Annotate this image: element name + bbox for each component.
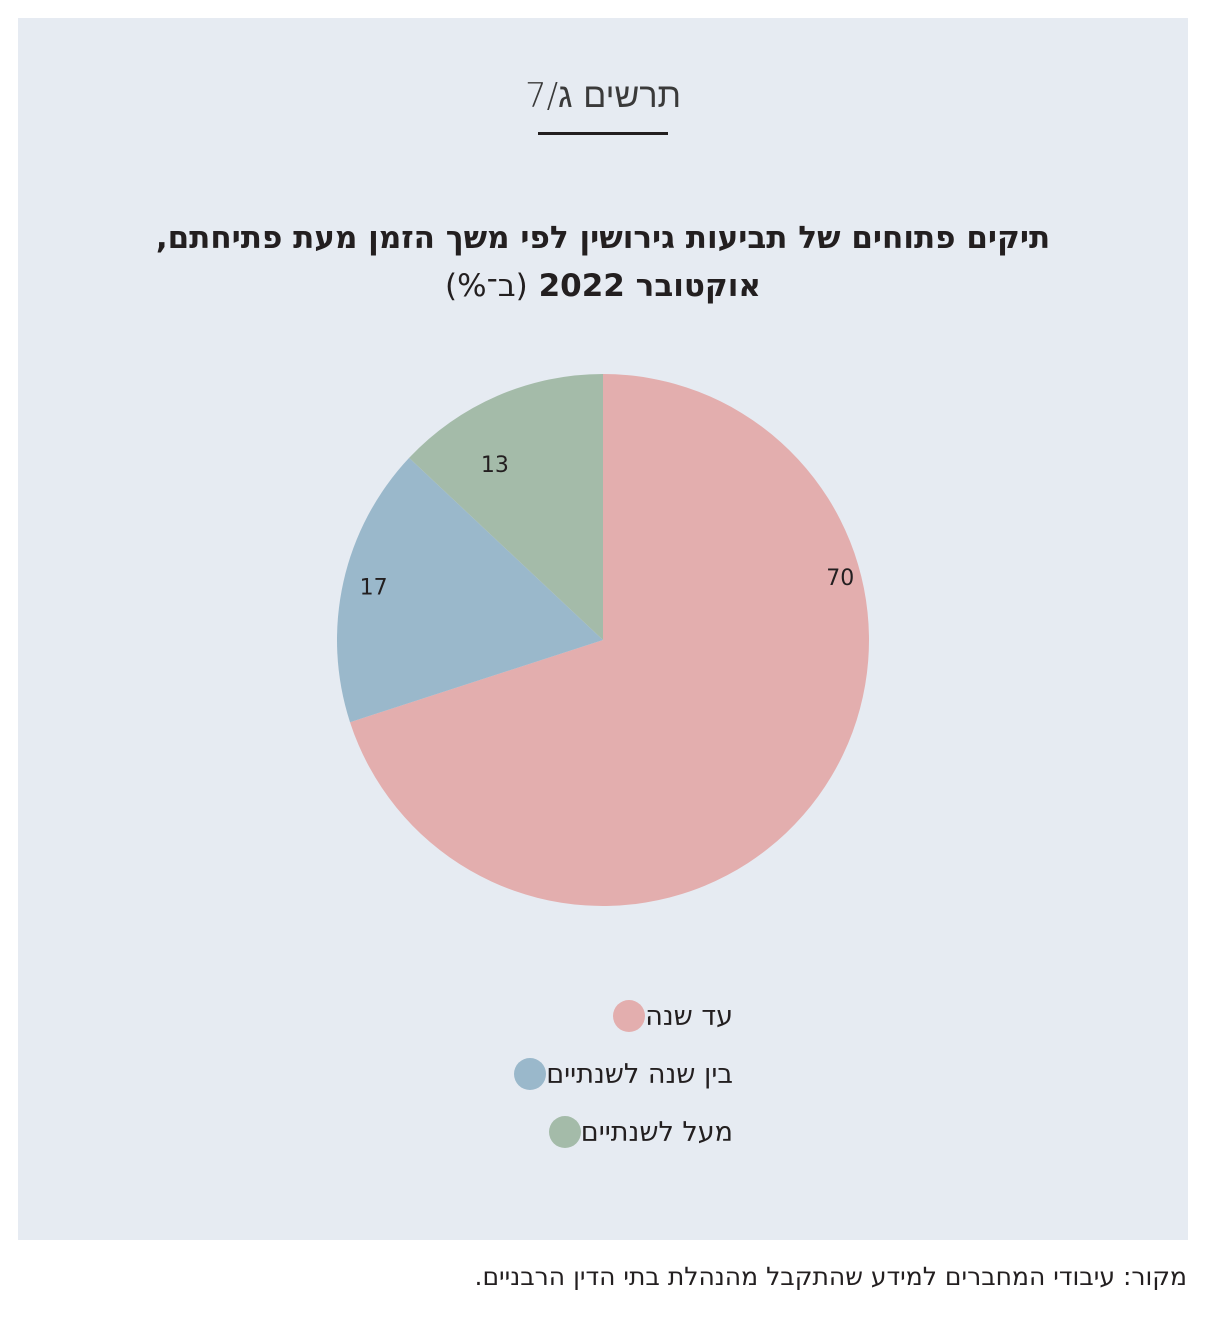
chart-title-unit: (ב־%): [445, 268, 528, 304]
legend-swatch-over-two-years: [548, 1116, 581, 1148]
legend-item-up-to-year: עד שנה: [601, 996, 733, 1036]
pie-data-labels: 70 17 13: [360, 453, 855, 601]
legend-swatch-one-to-two-years: [514, 1058, 547, 1090]
figure-panel: תרשים ג/7 תיקים פתוחים של תביעות גירושין…: [18, 18, 1188, 1240]
pie-chart: 70 17 13: [336, 374, 870, 906]
legend-label-one-to-two-years: בין שנה לשנתיים: [546, 1058, 733, 1090]
chart-title-line-2: אוקטובר 2022 (ב־%): [58, 262, 1148, 310]
source-note: מקור: עיבודי המחברים למידע שהתקבל מהנהלת…: [474, 1262, 1188, 1291]
chart-title: תיקים פתוחים של תביעות גירושין לפי משך ה…: [58, 214, 1148, 310]
pie-slice-over-two-years: [409, 374, 603, 640]
title-divider: [538, 132, 668, 135]
legend-label-over-two-years: מעל לשנתיים: [580, 1116, 733, 1148]
pie-slice-up-to-year: [350, 374, 870, 906]
legend-item-one-to-two-years: בין שנה לשנתיים: [502, 1054, 733, 1094]
legend-label-up-to-year: עד שנה: [645, 1000, 733, 1032]
data-label-over-two-years: 13: [481, 453, 509, 478]
legend-item-over-two-years: מעל לשנתיים: [537, 1112, 733, 1152]
chart-title-date: אוקטובר 2022: [538, 268, 761, 304]
chart-title-line-1: תיקים פתוחים של תביעות גירושין לפי משך ה…: [155, 220, 1051, 256]
pie-slices: [336, 374, 870, 906]
figure-label: תרשים ג/7: [525, 76, 681, 116]
data-label-one-to-two-years: 17: [360, 576, 388, 601]
legend-swatch-up-to-year: [613, 1000, 646, 1032]
data-label-up-to-year: 70: [826, 566, 854, 591]
pie-slice-one-to-two-years: [336, 457, 603, 723]
